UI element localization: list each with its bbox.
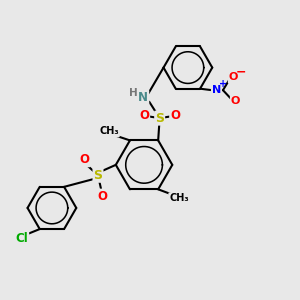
Text: S: S xyxy=(155,112,164,124)
Text: N: N xyxy=(138,91,148,104)
Text: −: − xyxy=(236,66,246,79)
Text: O: O xyxy=(80,153,90,166)
Text: Cl: Cl xyxy=(16,232,28,245)
Text: CH₃: CH₃ xyxy=(169,193,189,203)
Text: O: O xyxy=(231,96,240,106)
Text: O: O xyxy=(98,190,107,202)
Text: CH₃: CH₃ xyxy=(99,127,119,136)
Text: O: O xyxy=(139,109,149,122)
Text: +: + xyxy=(219,79,227,88)
Text: O: O xyxy=(170,109,180,122)
Text: S: S xyxy=(94,169,103,182)
Text: O: O xyxy=(229,72,238,82)
Text: H: H xyxy=(129,88,138,98)
Text: N: N xyxy=(212,85,221,95)
